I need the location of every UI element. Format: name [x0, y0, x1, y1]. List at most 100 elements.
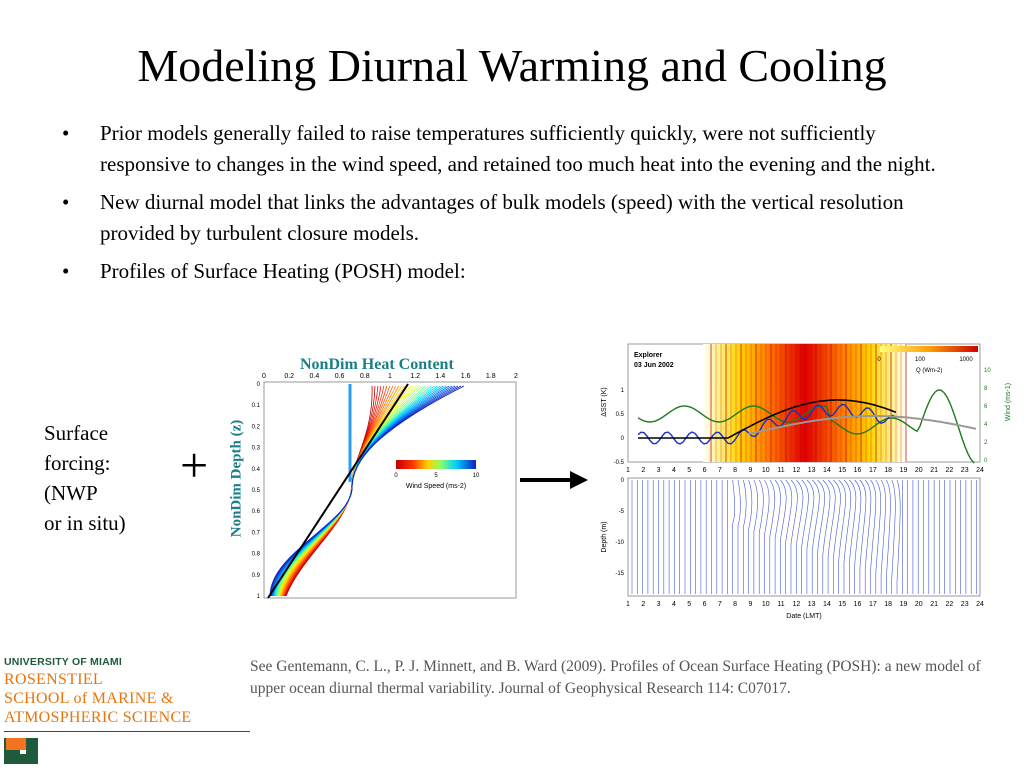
depth-tick-label: 0: [621, 478, 625, 484]
hour-tick-label: 16: [854, 601, 862, 608]
hour-tick-label: 2: [641, 467, 645, 474]
hour-tick-label: 12: [792, 601, 800, 608]
x-tick-label: 0: [262, 373, 266, 380]
y-tick-label: 0.7: [252, 530, 261, 536]
hour-tick-label: 15: [838, 467, 846, 474]
q-tick-label: 1000: [959, 357, 973, 363]
x-tick-label: 1.8: [486, 373, 496, 380]
heat-stripe: [835, 344, 837, 462]
sst-ylabel: ΔSST (K): [601, 387, 608, 416]
hour-tick-label: 6: [703, 467, 707, 474]
depth-profile: [827, 479, 836, 594]
q-label: Q (Wm-2): [916, 368, 942, 374]
q-tick-label: 0: [877, 357, 881, 363]
heat-stripe: [875, 344, 877, 462]
heat-stripe: [820, 344, 822, 462]
depth-profile: [875, 479, 882, 594]
x-tick-label: 1: [388, 373, 392, 380]
y-tick-label: 0.2: [252, 424, 261, 430]
depth-profile: [806, 479, 815, 594]
heat-stripe: [770, 344, 772, 462]
logo-line3: ATMOSPHERIC SCIENCE: [4, 709, 192, 726]
heat-stripe: [880, 344, 882, 462]
depth-profile: [774, 479, 781, 594]
wind-tick-label: 8: [984, 386, 988, 392]
depth-profile: [886, 479, 891, 594]
depth-profile: [838, 479, 846, 594]
nondim-reference-line: [267, 383, 409, 599]
heat-stripe: [895, 344, 897, 462]
heat-stripe: [750, 344, 752, 462]
wind-y-ticks: 10 8 6 4 2 0: [984, 368, 991, 464]
depth-tick-label: -15: [615, 571, 624, 577]
heat-stripe: [730, 344, 732, 462]
wind-colorbar-label: Wind Speed (ms-2): [406, 483, 466, 490]
depth-profile: [891, 479, 896, 594]
hour-tick-label: 23: [961, 467, 969, 474]
heat-stripe: [855, 344, 857, 462]
wind-tick-label: 0: [984, 458, 988, 464]
q-colorbar: [880, 346, 978, 352]
logo-line1: ROSENSTIEL: [4, 671, 103, 688]
depth-profile: [849, 479, 857, 594]
heat-stripe: [800, 344, 802, 462]
depth-profile: [748, 479, 753, 594]
depth-profile: [817, 479, 825, 594]
hour-tick-label: 18: [884, 601, 892, 608]
hour-tick-label: 14: [823, 467, 831, 474]
depth-profile: [896, 479, 901, 594]
x-tick-label: 0.8: [360, 373, 370, 380]
hour-tick-label: 8: [733, 601, 737, 608]
heat-stripe: [840, 344, 842, 462]
hour-tick-label: 10: [762, 601, 770, 608]
citation: See Gentemann, C. L., P. J. Minnett, and…: [250, 658, 981, 697]
y-tick-label: 0.6: [252, 509, 261, 515]
hour-ticks-bottom: 1 2 3 4 5 6 7 8 9 10 11 12 13 14 15 16 17 18 19 20 21 22 23 24: [626, 601, 984, 608]
depth-tick-label: -5: [619, 509, 625, 515]
sst-tick-label: -0.5: [614, 460, 625, 466]
y-tick-label: 0.4: [252, 467, 261, 473]
bullet-list: Prior models generally failed to raise t…: [58, 118, 948, 294]
hour-tick-label: 9: [748, 467, 752, 474]
slide-title: Modeling Diurnal Warming and Cooling: [137, 40, 887, 91]
hour-tick-label: 3: [657, 467, 661, 474]
wind-series: [637, 389, 975, 464]
heat-stripe: [790, 344, 792, 462]
hour-tick-label: 12: [792, 467, 800, 474]
explorer-timeseries-figure: Explorer 03 Jun 2002 0 100 1000 Q (Wm-2) 1…: [601, 343, 1012, 620]
nondim-y-ticks: 0 0.1 0.2 0.3 0.4 0.5 0.6 0.7 0.8 0.9 1: [252, 382, 261, 600]
plus-sign: +: [180, 437, 209, 493]
depth-profile: [743, 479, 747, 594]
depth-profile: [732, 479, 736, 594]
q-tick-label: 100: [915, 357, 926, 363]
y-tick-label: 0: [257, 382, 261, 388]
hour-tick-label: 1: [626, 601, 630, 608]
hour-tick-label: 11: [777, 601, 784, 608]
heat-stripe: [805, 344, 807, 462]
heat-flux-shading: [703, 344, 907, 462]
hour-tick-label: 23: [961, 601, 969, 608]
hour-tick-label: 21: [930, 601, 938, 608]
heat-stripe: [830, 344, 832, 462]
arrow-right-icon: [520, 471, 588, 489]
y-tick-label: 0.8: [252, 552, 261, 558]
x-tick-label: 2: [514, 373, 518, 380]
heat-stripe: [885, 344, 887, 462]
depth-profile: [833, 479, 841, 594]
hour-tick-label: 24: [976, 467, 984, 474]
heat-stripe: [815, 344, 817, 462]
wind-ylabel: Wind (ms-1): [1005, 383, 1012, 421]
hour-tick-label: 13: [808, 601, 816, 608]
u-logo-icon: [4, 738, 38, 764]
depth-profile: [822, 479, 831, 594]
depth-y-ticks: 0 -5 -10 -15: [615, 478, 624, 577]
nondim-profile-plot: 0 0.2 0.4 0.6 0.8 1 1.2 1.4 1.6 1.8 2 0 0.1 0.2 0.3 0.…: [252, 373, 518, 600]
depth-profile: [859, 479, 867, 594]
hour-tick-label: 21: [930, 467, 938, 474]
sst-model-series: [747, 415, 977, 435]
hour-tick-label: 17: [869, 601, 877, 608]
sst-tick-label: 0: [621, 436, 625, 442]
x-tick-label: 1.4: [436, 373, 446, 380]
x-tick-label: 1.2: [410, 373, 420, 380]
heat-stripe: [870, 344, 872, 462]
